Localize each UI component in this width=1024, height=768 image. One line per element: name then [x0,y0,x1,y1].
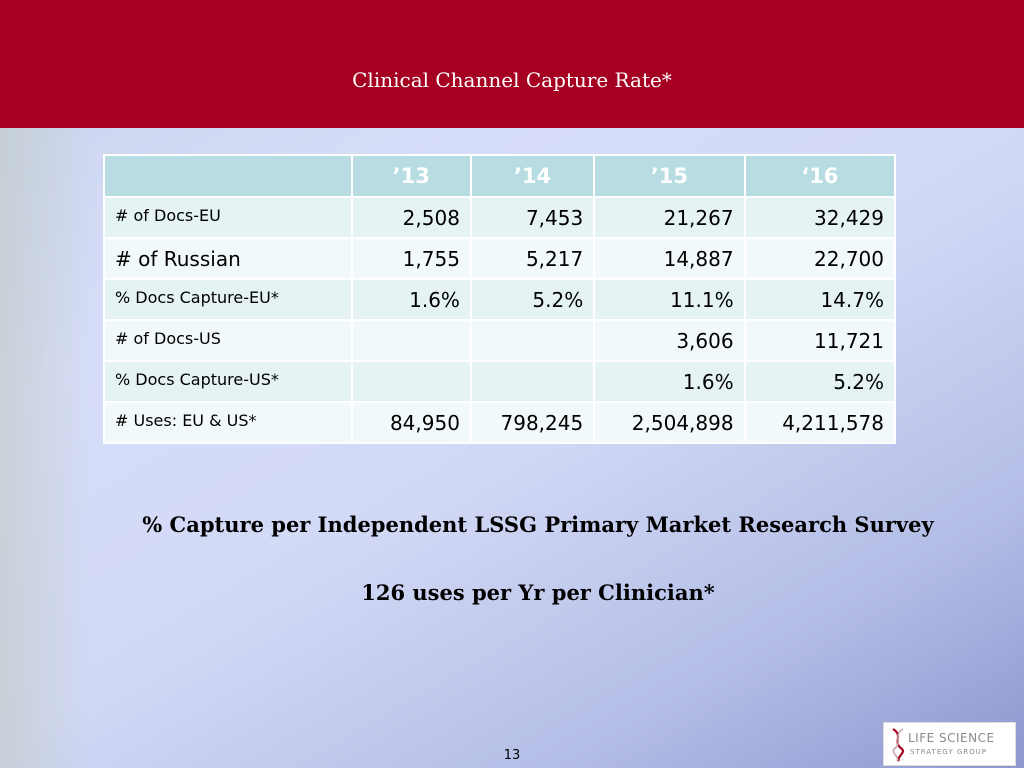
table-cell: 1.6% [593,360,746,403]
column-header [103,154,353,198]
table-cell: 11.1% [593,278,746,321]
table-cell: 2,508 [350,196,472,239]
table-cell: 21,267 [593,196,746,239]
table-cell [350,360,472,403]
dna-helix-icon [892,728,904,762]
table-cell: 14.7% [743,278,897,321]
table-cell: 32,429 [743,196,897,239]
table-cell: 2,504,898 [593,401,746,444]
column-header: ‘16 [743,154,897,198]
table-cell: 7,453 [469,196,596,239]
slide-title: Clinical Channel Capture Rate* [352,68,672,92]
table-cell: 14,887 [593,237,746,280]
table-row: % Docs Capture-US* 1.6% 5.2% [103,360,897,403]
row-label: % Docs Capture-US* [103,360,353,403]
logo-text-primary: LIFE SCIENCE [908,731,995,745]
table-row: # of Docs-US 3,606 11,721 [103,319,897,362]
title-band: Clinical Channel Capture Rate* [0,0,1024,128]
page-number: 13 [503,748,521,763]
row-label: # Uses: EU & US* [103,401,353,444]
table-cell [350,319,472,362]
company-logo: LIFE SCIENCE STRATEGY GROUP [883,722,1016,766]
capture-rate-table: ’13 ’14 ’15 ‘16 # of Docs-EU 2,508 7,453… [103,154,897,444]
table-cell: 4,211,578 [743,401,897,444]
table-cell [469,319,596,362]
table-cell: 22,700 [743,237,897,280]
table-cell: 798,245 [469,401,596,444]
row-label: # of Docs-US [103,319,353,362]
table-cell: 11,721 [743,319,897,362]
table-cell: 5.2% [469,278,596,321]
table-row: # Uses: EU & US* 84,950 798,245 2,504,89… [103,401,897,444]
background-glow [0,128,90,768]
survey-note: % Capture per Independent LSSG Primary M… [142,512,934,537]
table-cell: 5,217 [469,237,596,280]
table-row: # of Docs-EU 2,508 7,453 21,267 32,429 [103,196,897,239]
table-header-row: ’13 ’14 ’15 ‘16 [103,154,897,198]
column-header: ’13 [350,154,472,198]
table-row: % Docs Capture-EU* 1.6% 5.2% 11.1% 14.7% [103,278,897,321]
logo-text-secondary: STRATEGY GROUP [910,748,987,756]
table-cell: 1.6% [350,278,472,321]
row-label: # of Docs-EU [103,196,353,239]
uses-note: 126 uses per Yr per Clinician* [361,580,715,605]
column-header: ’15 [593,154,746,198]
table-cell: 1,755 [350,237,472,280]
table-cell [469,360,596,403]
table-cell: 5.2% [743,360,897,403]
table-cell: 3,606 [593,319,746,362]
table-row: # of Russian 1,755 5,217 14,887 22,700 [103,237,897,280]
row-label: % Docs Capture-EU* [103,278,353,321]
column-header: ’14 [469,154,596,198]
row-label: # of Russian [103,237,353,280]
table-cell: 84,950 [350,401,472,444]
